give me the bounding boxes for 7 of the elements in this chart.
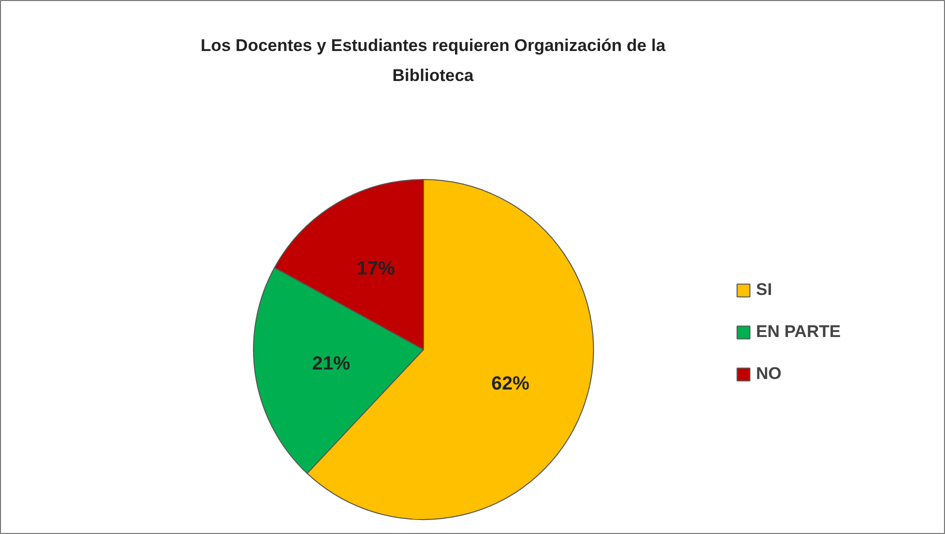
legend-label: EN PARTE [756, 322, 841, 342]
legend-label: SI [756, 280, 774, 300]
data-label: 62% [491, 373, 530, 394]
data-label: 17% [356, 258, 396, 280]
legend-label: NO [756, 364, 782, 384]
chart-title: Los Docentes y Estudiantes requieren Organización de la Biblioteca [200, 36, 666, 85]
data-label: 21% [312, 354, 350, 375]
